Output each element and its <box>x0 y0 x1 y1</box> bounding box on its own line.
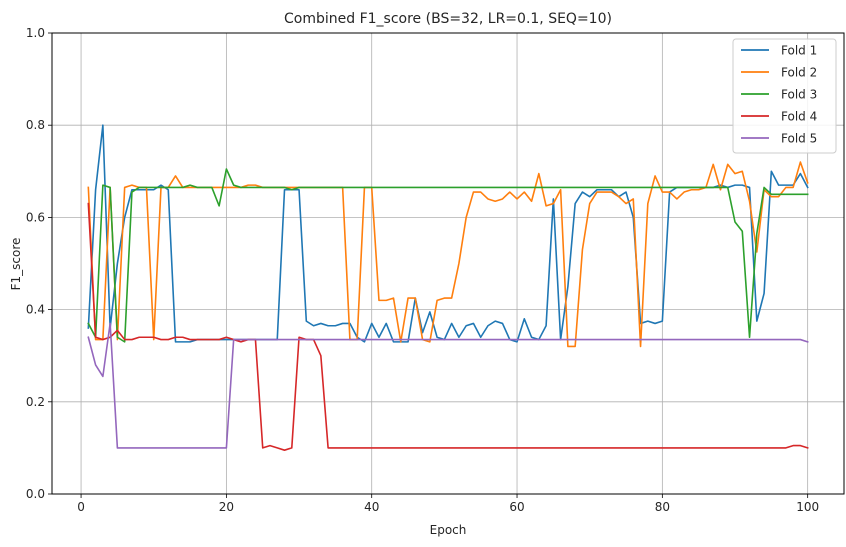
series-lines <box>87 124 809 452</box>
x-axis-label: Epoch <box>430 523 467 537</box>
y-tick-label: 0.8 <box>26 118 45 132</box>
x-tick-label: 20 <box>219 500 234 514</box>
legend-label-fold-5: Fold 5 <box>781 132 817 146</box>
legend-box <box>732 38 837 154</box>
legend-label-fold-4: Fold 4 <box>781 110 817 124</box>
legend-label-fold-2: Fold 2 <box>781 66 817 80</box>
legend-label-fold-3: Fold 3 <box>781 88 817 102</box>
series-line-fold-5 <box>87 322 809 449</box>
plot-frame <box>51 32 845 495</box>
axis-ticks: 0 20 40 60 80 100 0.0 0.2 0.4 0.6 0.8 1.0 <box>26 26 819 514</box>
y-tick-label: 0.6 <box>26 210 45 224</box>
x-tick-label: 100 <box>796 500 819 514</box>
x-tick-label: 60 <box>509 500 524 514</box>
x-tick-label: 0 <box>77 500 85 514</box>
y-tick-label: 0.0 <box>26 487 45 501</box>
x-tick-label: 80 <box>655 500 670 514</box>
series-line-fold-3 <box>87 168 809 343</box>
chart-title: Combined F1_score (BS=32, LR=0.1, SEQ=10… <box>284 11 612 27</box>
x-tick-label: 40 <box>364 500 379 514</box>
y-tick-label: 1.0 <box>26 26 45 40</box>
y-tick-label: 0.2 <box>26 395 45 409</box>
y-tick-label: 0.4 <box>26 303 45 317</box>
y-axis-label: F1_score <box>9 238 23 291</box>
legend: Fold 1 Fold 2 Fold 3 Fold 4 Fold 5 <box>732 38 837 154</box>
legend-label-fold-1: Fold 1 <box>781 44 817 58</box>
series-line-fold-4 <box>87 202 809 452</box>
